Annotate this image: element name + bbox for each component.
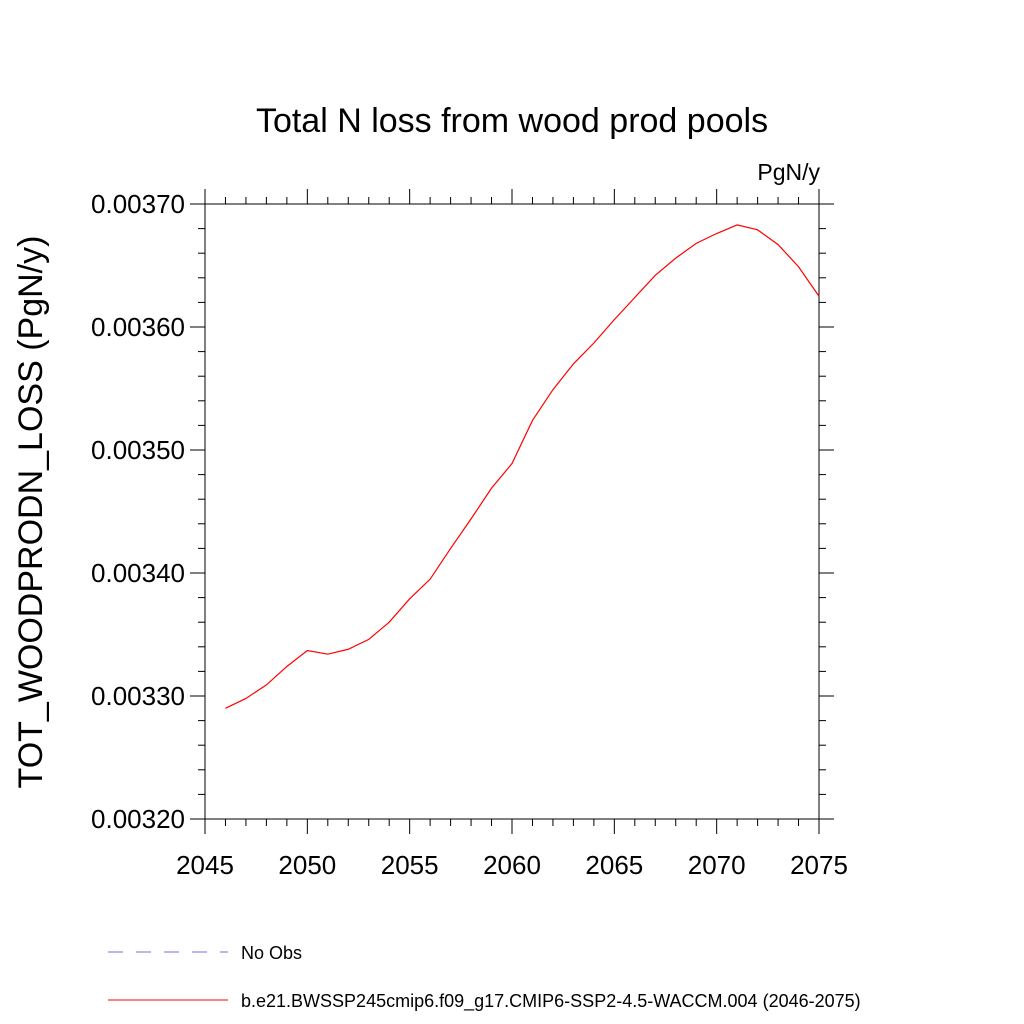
data-point [674,257,677,260]
series-line [225,224,820,709]
data-point [244,697,247,700]
data-point [224,707,227,710]
x-tick-label: 2065 [585,850,643,880]
data-point [613,318,616,321]
data-point [572,362,575,365]
data-point [756,228,759,231]
y-tick-label: 0.00370 [91,189,185,219]
data-point [777,243,780,246]
data-point [797,265,800,268]
y-tick-label: 0.00340 [91,558,185,588]
data-point [326,653,329,656]
data-point [736,223,739,226]
x-tick-label: 2055 [381,850,439,880]
y-tick-label: 0.00360 [91,312,185,342]
y-tick-label: 0.00350 [91,435,185,465]
x-tick-label: 2075 [790,850,848,880]
chart-title: Total N loss from wood prod pools [256,102,768,140]
plot-area: 2045 2050 2055 2060 2065 2070 2075 0.00320 0.003… [91,189,848,880]
data-point [470,517,473,520]
data-point [285,665,288,668]
data-point [715,232,718,235]
y-tick-label: 0.00330 [91,681,185,711]
x-tick-label: 2045 [176,850,234,880]
data-point [429,578,432,581]
data-point [531,419,534,422]
data-point [592,341,595,344]
data-point [306,649,309,652]
legend-label: b.e21.BWSSP245cmip6.f09_g17.CMIP6-SSP2-4… [241,991,861,1012]
data-point [265,683,268,686]
data-point [695,242,698,245]
data-point [511,462,514,465]
data-point [490,487,493,490]
data-point [551,388,554,391]
x-tick-label: 2050 [278,850,336,880]
x-tick-label: 2070 [688,850,746,880]
legend: No Obs b.e21.BWSSP245cmip6.f09_g17.CMIP6-… [108,943,861,1012]
units-label: PgN/y [757,159,820,185]
data-point [633,296,636,299]
data-point [654,274,657,277]
data-point [449,547,452,550]
data-point [347,648,350,651]
y-axis-label: TOT_WOODPRODN_LOSS (PgN/y) [12,236,50,789]
data-point [367,638,370,641]
plot-frame [204,203,820,820]
data-point [408,597,411,600]
x-tick-label: 2060 [483,850,541,880]
data-point [818,295,821,298]
y-tick-label: 0.00320 [91,804,185,834]
legend-label: No Obs [241,943,302,963]
data-point [388,621,391,624]
